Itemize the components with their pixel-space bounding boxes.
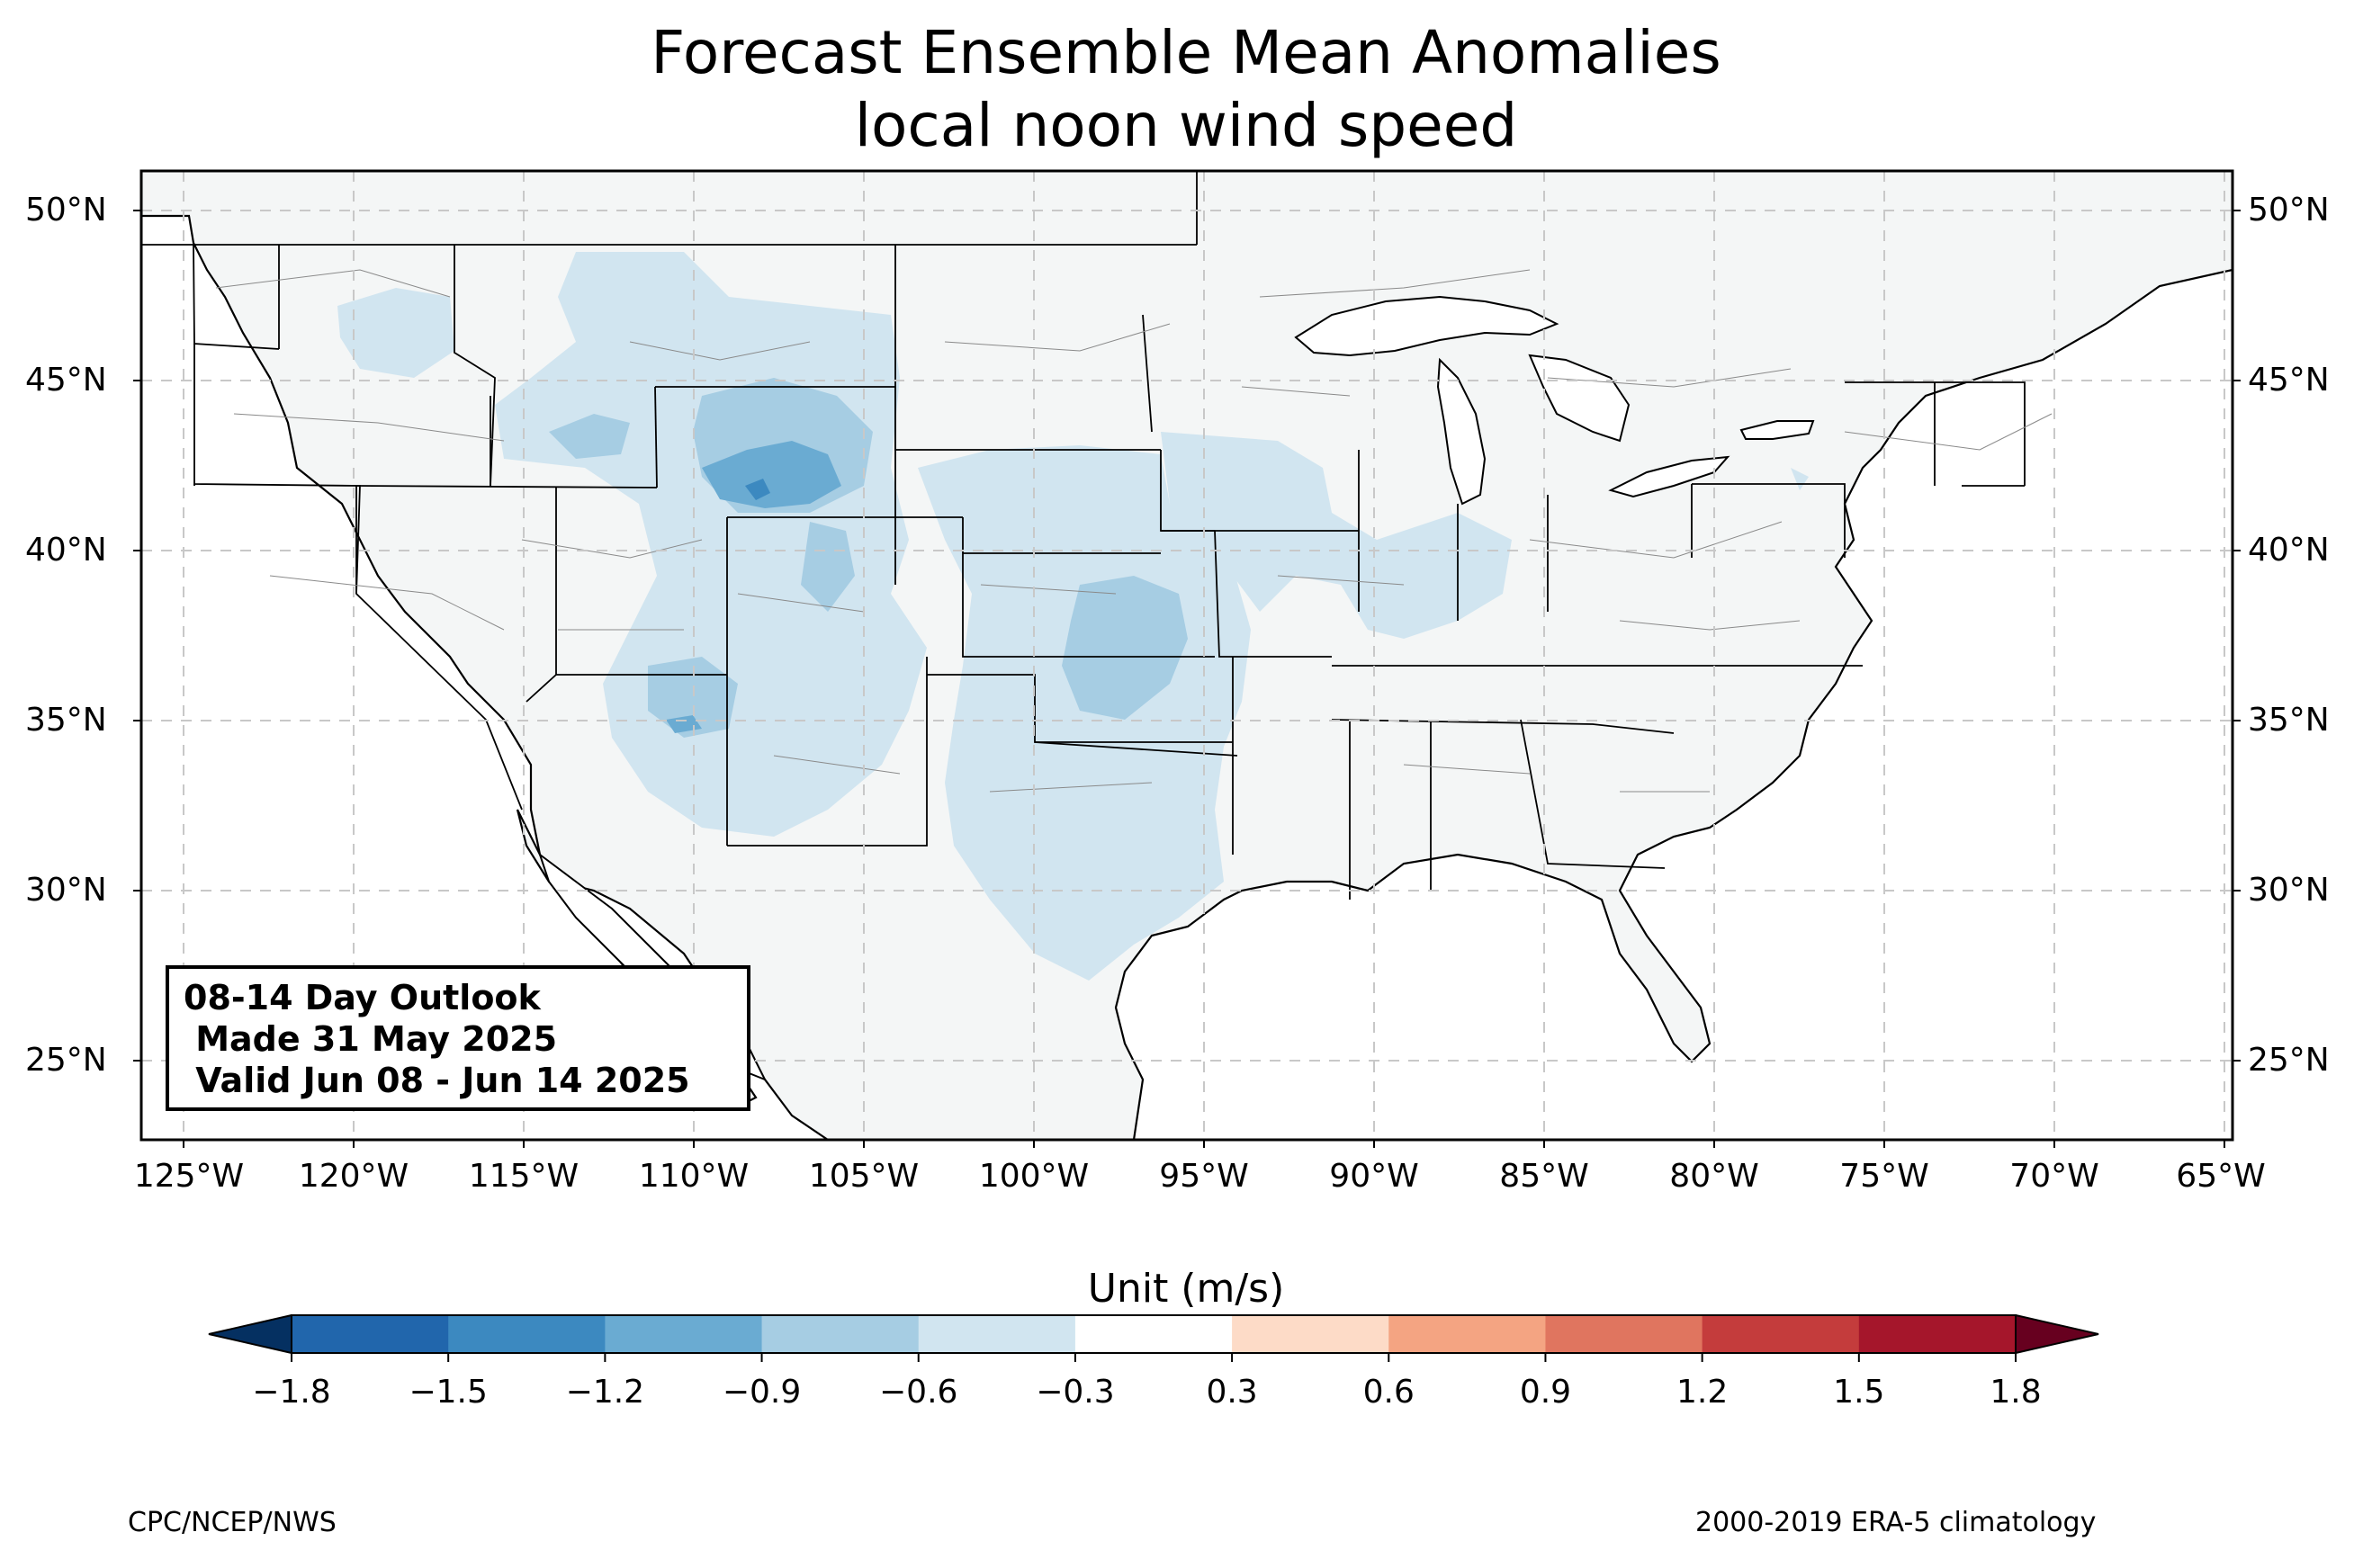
lon-label: 75°W [1839, 1158, 1929, 1195]
map-subtitle: local noon wind speed [854, 91, 1518, 160]
colorbar-tick-label: 0.9 [1519, 1374, 1572, 1411]
source-credit: CPC/NCEP/NWS [128, 1507, 337, 1538]
climatology-note: 2000-2019 ERA-5 climatology [1695, 1507, 2097, 1538]
region-lines [215, 269, 2053, 793]
lon-label: 65°W [2176, 1158, 2266, 1195]
map-frame [139, 169, 2234, 1142]
lon-label: 110°W [638, 1158, 750, 1195]
axis-ticks [133, 210, 2241, 1148]
colorbar-tick-label: −0.6 [879, 1374, 958, 1411]
colorbar-tick-label: 1.5 [1833, 1374, 1885, 1411]
lat-label-left: 25°N [25, 1042, 107, 1079]
colorbar-tick-label: −1.8 [252, 1374, 331, 1411]
lon-label: 95°W [1159, 1158, 1249, 1195]
outlook-info-box: 08-14 Day Outlook Made 31 May 2025 Valid… [166, 965, 750, 1111]
lon-label: 85°W [1499, 1158, 1589, 1195]
outlook-valid-range: Valid Jun 08 - Jun 14 2025 [184, 1061, 690, 1100]
map-title: Forecast Ensemble Mean Anomalies [651, 18, 1721, 87]
colorbar-tick-label: −1.5 [409, 1374, 488, 1411]
graticule [141, 171, 2233, 1140]
lon-label: 125°W [133, 1158, 245, 1195]
colorbar-tick-label: 1.2 [1676, 1374, 1729, 1411]
outlook-period: 08-14 Day Outlook [184, 978, 541, 1017]
lat-label-left: 50°N [25, 192, 107, 228]
lake-michigan [1436, 357, 1487, 506]
lat-label-right: 40°N [2248, 532, 2330, 569]
colorbar-tick-label: −0.3 [1036, 1374, 1115, 1411]
colorbar-tick-label: 0.6 [1362, 1374, 1415, 1411]
lon-label: 120°W [298, 1158, 409, 1195]
lake-huron [1528, 354, 1631, 443]
colorbar-tick-label: 0.3 [1206, 1374, 1258, 1411]
lat-label-left: 45°N [25, 362, 107, 399]
lat-label-left: 40°N [25, 532, 107, 569]
lake-erie [1608, 455, 1730, 498]
lon-label: 90°W [1329, 1158, 1419, 1195]
lon-label: 100°W [978, 1158, 1090, 1195]
colorbar-tick-label: 1.8 [1990, 1374, 2042, 1411]
colorbar-tick-label: −0.9 [722, 1374, 802, 1411]
lat-label-left: 35°N [25, 702, 107, 739]
lat-label-right: 35°N [2248, 702, 2330, 739]
colorbar-title: Unit (m/s) [1087, 1266, 1285, 1312]
lat-label-left: 30°N [25, 872, 107, 909]
lon-label: 115°W [468, 1158, 580, 1195]
lat-label-right: 30°N [2248, 872, 2330, 909]
colorbar-tick-label: −1.2 [565, 1374, 645, 1411]
lat-label-right: 45°N [2248, 362, 2330, 399]
anomaly-peak-region [745, 479, 770, 500]
lon-label: 70°W [2009, 1158, 2099, 1195]
outlook-made-date: Made 31 May 2025 [184, 1019, 558, 1059]
lat-label-right: 50°N [2248, 192, 2330, 228]
state-borders [141, 171, 2026, 900]
lat-label-right: 25°N [2248, 1042, 2330, 1079]
lake-ontario [1739, 420, 1815, 440]
lon-label: 80°W [1669, 1158, 1759, 1195]
lon-label: 105°W [808, 1158, 920, 1195]
